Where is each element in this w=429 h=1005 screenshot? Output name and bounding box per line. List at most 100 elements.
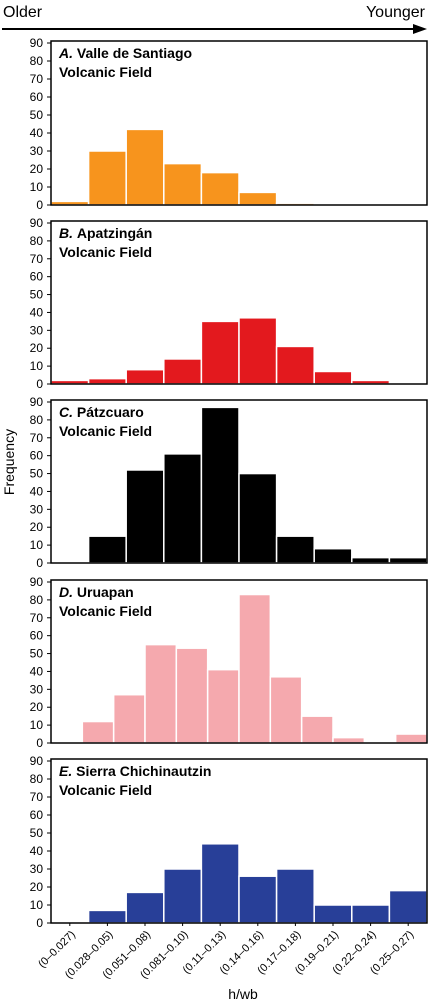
y-tick-label: 0 (36, 736, 43, 750)
y-tick-label: 0 (36, 377, 43, 391)
panel-subtitle: Volcanic Field (59, 603, 152, 619)
y-tick-label: 20 (30, 700, 44, 714)
y-tick-label: 0 (36, 916, 43, 930)
y-tick-label: 50 (30, 288, 44, 302)
bar (163, 358, 203, 385)
y-tick-label: 70 (30, 790, 44, 804)
bar (275, 345, 315, 385)
bar (112, 693, 146, 744)
panel-title: E. Sierra Chichinautzin (59, 763, 211, 779)
y-tick-label: 80 (30, 593, 44, 607)
panel-2: 0 10 20 30 40 50 60 70 80 90 B. Apatzingán Volcanic… (30, 216, 428, 391)
y-tick-label: 10 (30, 538, 44, 552)
panel-name: Valle de Santiago (77, 45, 192, 61)
y-tick-label: 30 (30, 682, 44, 696)
bar (313, 904, 353, 924)
y-tick-label: 70 (30, 431, 44, 445)
y-tick-label: 40 (30, 305, 44, 319)
bar (313, 370, 353, 385)
y-tick-label: 80 (30, 772, 44, 786)
y-tick-label: 80 (30, 54, 44, 68)
bar (163, 453, 203, 564)
y-tick-label: 80 (30, 234, 44, 248)
bar (332, 736, 366, 744)
bar (125, 891, 165, 924)
y-tick-label: 90 (30, 36, 44, 50)
panel-subtitle: Volcanic Field (59, 244, 152, 260)
y-tick-label: 90 (30, 216, 44, 230)
panel-frame (50, 579, 428, 744)
panel-subtitle: Volcanic Field (59, 64, 152, 80)
younger-label: Younger (366, 4, 426, 21)
y-tick-label: 90 (30, 575, 44, 589)
y-tick-label: 10 (30, 718, 44, 732)
bar (163, 868, 203, 924)
bar (125, 368, 165, 385)
panel-title: A. Valle de Santiago (58, 45, 192, 61)
bar (125, 469, 165, 564)
bar (87, 535, 127, 564)
x-axis-label: h/wb (228, 986, 258, 1002)
x-tick-labels: (0–0.027)(0.028–0.05)(0.051–0.08)(0.081–… (36, 923, 416, 981)
y-tick-label: 10 (30, 898, 44, 912)
y-tick-label: 50 (30, 647, 44, 661)
bar (313, 547, 353, 564)
y-tick-label: 0 (36, 198, 43, 212)
panel-title: C. Pátzcuaro (59, 404, 144, 420)
y-tick-label: 60 (30, 90, 44, 104)
y-tick-label: 90 (30, 754, 44, 768)
y-tick-label: 50 (30, 467, 44, 481)
y-tick-label: 60 (30, 629, 44, 643)
bar (275, 535, 315, 564)
y-tick-label: 20 (30, 162, 44, 176)
bar (238, 593, 272, 744)
panel-4: 0 10 20 30 40 50 60 70 80 90 D. Uruapan Volcanic Fi… (30, 575, 428, 750)
bar (200, 843, 240, 924)
panel-frame (50, 220, 428, 385)
panel-3: 0 10 20 30 40 50 60 70 80 90 C. Pátzcuaro Volcanic … (30, 395, 428, 570)
bar (175, 647, 209, 744)
panel-name: Pátzcuaro (77, 404, 144, 420)
panel-letter: E. (59, 763, 76, 779)
y-tick-label: 90 (30, 395, 44, 409)
bar (125, 128, 165, 206)
y-tick-label: 30 (30, 862, 44, 876)
bar (200, 320, 240, 385)
y-tick-label: 30 (30, 144, 44, 158)
bar (388, 889, 428, 924)
bar (238, 317, 278, 385)
bar (238, 472, 278, 564)
y-tick-label: 40 (30, 484, 44, 498)
bar (163, 162, 203, 206)
y-tick-label: 60 (30, 270, 44, 284)
y-tick-label: 0 (36, 556, 43, 570)
y-tick-label: 30 (30, 502, 44, 516)
panel-subtitle: Volcanic Field (59, 423, 152, 439)
bar (388, 556, 428, 564)
bar (81, 720, 115, 744)
y-tick-label: 40 (30, 844, 44, 858)
bar (238, 875, 278, 924)
time-arrow (2, 24, 427, 34)
panel-name: Sierra Chichinautzin (76, 763, 211, 779)
bar (144, 643, 178, 744)
bar (87, 377, 127, 385)
bar (351, 556, 391, 564)
bar (87, 150, 127, 206)
bar (238, 191, 278, 206)
bar (275, 868, 315, 924)
y-tick-label: 60 (30, 449, 44, 463)
y-axis-label: Frequency (1, 429, 17, 495)
y-tick-label: 10 (30, 180, 44, 194)
y-tick-label: 40 (30, 126, 44, 140)
panel-5: 0 10 20 30 40 50 60 70 80 90 E. Sierra Chichinautz… (30, 754, 428, 930)
panel-frame (50, 399, 428, 564)
y-tick-label: 20 (30, 880, 44, 894)
panel-frame (50, 40, 428, 206)
panel-subtitle: Volcanic Field (59, 782, 152, 798)
y-tick-label: 40 (30, 664, 44, 678)
panel-letter: B. (59, 225, 77, 241)
